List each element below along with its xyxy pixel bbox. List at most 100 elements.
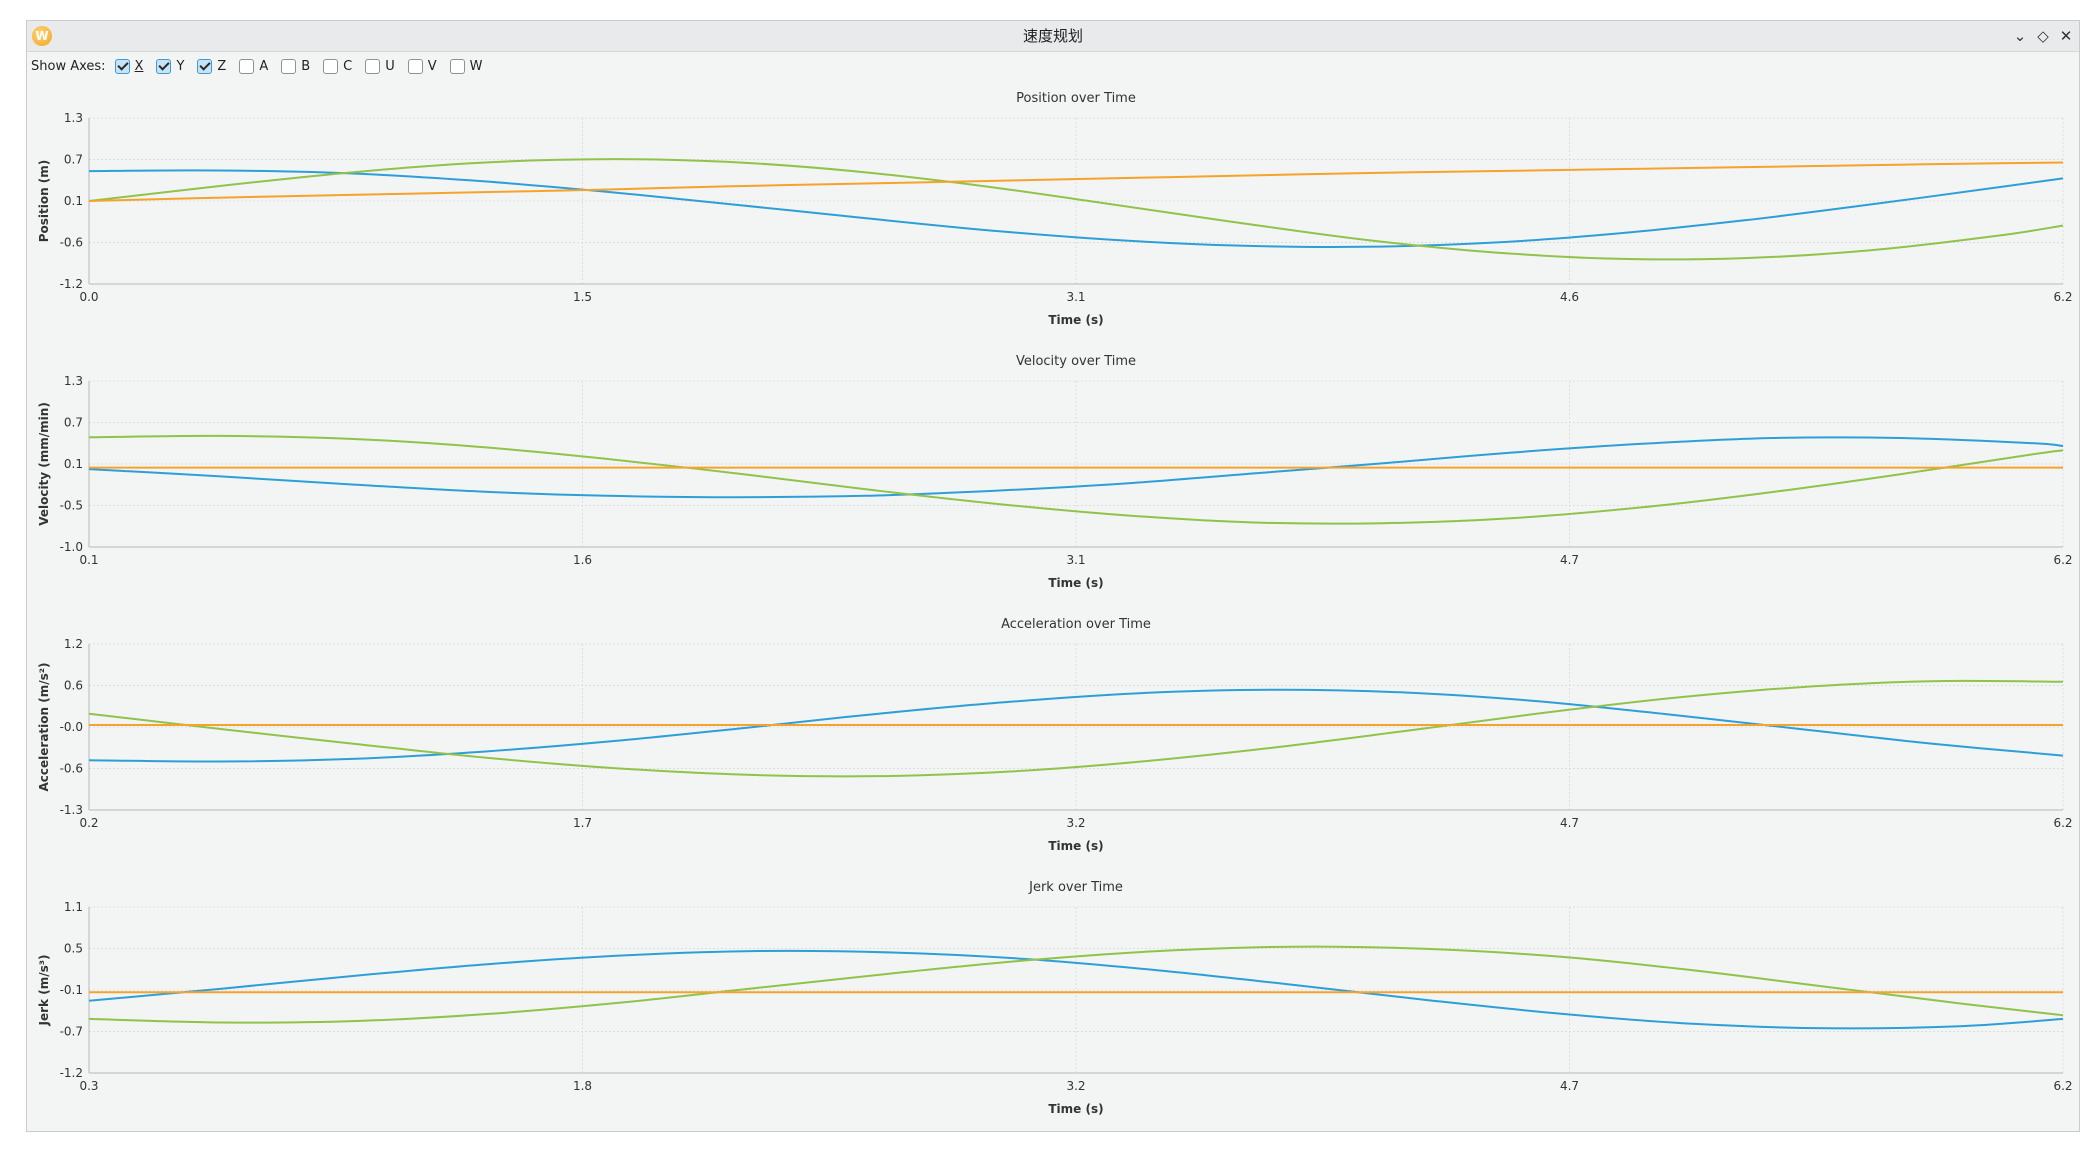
x-axis-title: Time (s) (1048, 1102, 1103, 1116)
show-axes-label: Show Axes: (31, 58, 106, 74)
y-tick-label: 1.3 (64, 111, 83, 125)
checkbox-label: Z (217, 58, 227, 74)
checkbox-box[interactable] (197, 58, 213, 74)
y-axis-title: Velocity (mm/min) (37, 402, 51, 526)
y-tick-label: 1.2 (64, 637, 83, 651)
checkbox-label: Y (176, 58, 185, 74)
chart-title: Position over Time (1016, 91, 1136, 106)
checkbox-box[interactable] (156, 58, 172, 74)
window-title: 速度规划 (1022, 27, 1083, 45)
x-tick-label: 3.2 (1066, 1079, 1085, 1093)
checkbox-box[interactable] (407, 58, 423, 74)
minimize-chevron-icon[interactable]: ⌄ (2013, 27, 2027, 45)
checkbox-box[interactable] (449, 58, 465, 74)
x-tick-label: 1.7 (573, 816, 592, 830)
checkbox-label: C (343, 58, 353, 74)
axis-w-checkbox[interactable]: W (449, 58, 483, 74)
chart-title: Jerk over Time (1028, 880, 1123, 895)
x-tick-label: 1.5 (573, 290, 592, 304)
x-axis-title: Time (s) (1048, 313, 1103, 327)
title-bar[interactable]: W 速度规划 ⌄ ◇ ✕ (27, 21, 2079, 52)
checkbox-label: V (427, 58, 437, 74)
x-tick-label: 0.3 (79, 1079, 98, 1093)
chart-2: Acceleration over Time 1.2 0.6 -0.0 -0.6 -1.3… (37, 617, 2073, 853)
y-tick-label: 0.1 (64, 457, 83, 471)
x-tick-label: 3.2 (1066, 816, 1085, 830)
y-tick-label: -0.6 (60, 236, 83, 250)
checkbox-box[interactable] (365, 58, 381, 74)
y-axis-title: Acceleration (m/s²) (37, 663, 51, 792)
close-icon[interactable]: ✕ (2059, 27, 2073, 45)
checkbox-box[interactable] (114, 58, 130, 74)
app-logo-icon: W (32, 26, 52, 46)
x-axis-title: Time (s) (1048, 576, 1103, 590)
checkbox-label: U (385, 58, 395, 74)
speed-planning-window: W 速度规划 ⌄ ◇ ✕ Show Axes: X Y Z A B C U V … (26, 20, 2080, 1132)
y-tick-label: -0.0 (60, 720, 83, 734)
series-line-x (88, 436, 2064, 499)
y-tick-label: 0.6 (64, 679, 83, 693)
axis-a-checkbox[interactable]: A (239, 58, 269, 74)
y-axis-title: Jerk (m/s³) (37, 955, 51, 1027)
series-line-z (88, 161, 2064, 202)
y-tick-label: -0.7 (60, 1025, 83, 1039)
checkbox-label: W (469, 58, 483, 74)
checkbox-box[interactable] (323, 58, 339, 74)
axis-v-checkbox[interactable]: V (407, 58, 437, 74)
x-tick-label: 0.2 (79, 816, 98, 830)
axis-z-checkbox[interactable]: Z (197, 58, 227, 74)
chart-title: Velocity over Time (1016, 354, 1136, 369)
x-tick-label: 6.2 (2053, 1079, 2072, 1093)
chart-title: Acceleration over Time (1001, 617, 1151, 632)
axis-b-checkbox[interactable]: B (281, 58, 311, 74)
y-tick-label: -0.1 (60, 983, 83, 997)
series-line-y (88, 434, 2064, 525)
y-tick-label: -0.6 (60, 762, 83, 776)
chart-3: Jerk over Time 1.1 0.5 -0.1 -0.7 -1.20.3 1.8 3.… (37, 880, 2073, 1116)
y-tick-label: 0.7 (64, 153, 83, 167)
axis-x-checkbox[interactable]: X (114, 58, 144, 74)
y-tick-label: -1.2 (60, 1066, 83, 1080)
y-tick-label: 0.7 (64, 416, 83, 430)
x-tick-label: 1.8 (573, 1079, 592, 1093)
x-tick-label: 6.2 (2053, 816, 2072, 830)
y-tick-label: -1.2 (60, 277, 83, 291)
y-tick-label: 1.3 (64, 374, 83, 388)
checkbox-box[interactable] (281, 58, 297, 74)
series-line-x (88, 169, 2064, 248)
y-tick-label: -1.0 (60, 540, 83, 554)
x-tick-label: 0.0 (79, 290, 98, 304)
x-tick-label: 4.7 (1560, 816, 1579, 830)
chart-0: Position over Time 1.3 0.7 0.1 -0.6 -1.20.0 1.… (37, 91, 2073, 327)
x-tick-label: 3.1 (1066, 290, 1085, 304)
axis-y-checkbox[interactable]: Y (156, 58, 185, 74)
y-tick-label: -1.3 (60, 803, 83, 817)
checkbox-label: X (134, 58, 144, 74)
y-tick-label: 1.1 (64, 900, 83, 914)
series-line-y (88, 679, 2064, 778)
series-line-x (88, 949, 2064, 1030)
x-tick-label: 1.6 (573, 553, 592, 567)
y-tick-label: 0.1 (64, 194, 83, 208)
y-axis-title: Position (m) (37, 160, 51, 243)
show-axes-toolbar: Show Axes: X Y Z A B C U V W (31, 55, 496, 77)
checkbox-label: B (301, 58, 311, 74)
x-tick-label: 3.1 (1066, 553, 1085, 567)
x-tick-label: 4.7 (1560, 1079, 1579, 1093)
checkbox-label: A (259, 58, 269, 74)
y-tick-label: -0.5 (60, 499, 83, 513)
axis-c-checkbox[interactable]: C (323, 58, 353, 74)
x-tick-label: 6.2 (2053, 553, 2072, 567)
x-tick-label: 4.7 (1560, 553, 1579, 567)
x-tick-label: 6.2 (2053, 290, 2072, 304)
x-tick-label: 0.1 (79, 553, 98, 567)
series-line-x (88, 688, 2064, 763)
maximize-diamond-icon[interactable]: ◇ (2037, 27, 2049, 45)
checkbox-box[interactable] (239, 58, 255, 74)
x-tick-label: 4.6 (1560, 290, 1579, 304)
y-tick-label: 0.5 (64, 942, 83, 956)
x-axis-title: Time (s) (1048, 839, 1103, 853)
axis-u-checkbox[interactable]: U (365, 58, 395, 74)
